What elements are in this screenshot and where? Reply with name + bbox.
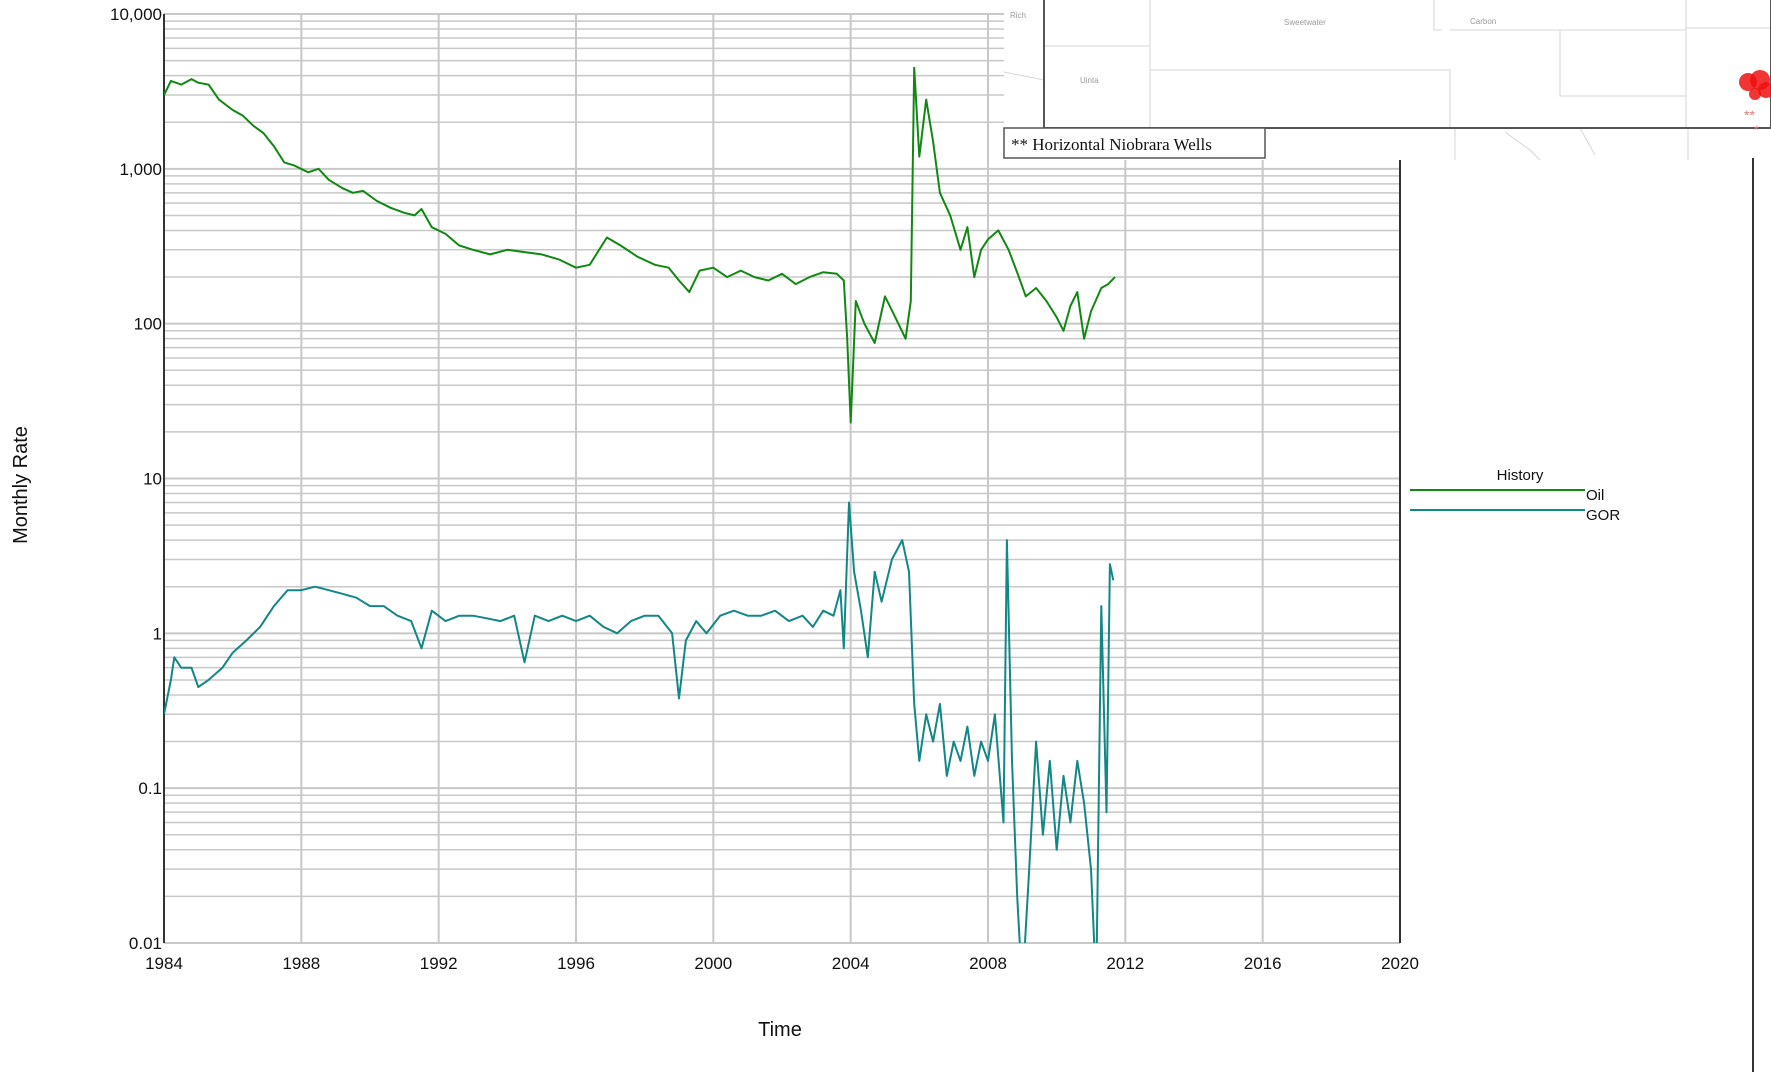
x-axis-title: Time	[758, 1019, 802, 1041]
map-frame	[1043, 0, 1771, 129]
x-tick-label: 2000	[694, 954, 732, 973]
map-caption: ** Horizontal Niobrara Wells	[1011, 135, 1212, 154]
x-tick-label: 2008	[969, 954, 1007, 973]
y-axis-title: Monthly Rate	[10, 426, 32, 544]
y-tick-label: 1	[153, 624, 162, 643]
y-tick-label: 1,000	[119, 160, 162, 179]
map-inset: Rich Sweetwater Carbon Uinta ** * ** Hor…	[1003, 0, 1771, 161]
map-region-sweetwater: Sweetwater	[1284, 18, 1326, 27]
map-county-lines	[1003, 0, 1771, 161]
map-caption-box	[1003, 127, 1266, 159]
legend-label-gor: GOR	[1586, 507, 1620, 524]
y-tick-label: 100	[134, 315, 162, 334]
x-tick-label: 1996	[557, 954, 595, 973]
plot-frame	[163, 14, 1401, 943]
svg-text:**: **	[1744, 107, 1755, 123]
x-tick-label: 1984	[145, 954, 183, 973]
y-tick-label: 10	[143, 470, 162, 489]
svg-text:*: *	[1754, 123, 1759, 137]
legend: History Oil GOR	[1410, 467, 1620, 524]
series-line-oil	[164, 66, 1116, 424]
x-tick-label: 1992	[420, 954, 458, 973]
map-region-rich: Rich	[1010, 11, 1026, 20]
well-markers: ** *	[1739, 70, 1771, 137]
map-region-carbon: Carbon	[1470, 17, 1496, 26]
y-tick-label: 0.01	[129, 934, 162, 953]
map-region-uinta: Uinta	[1080, 76, 1099, 85]
y-tick-label: 10,000	[110, 5, 162, 24]
x-tick-label: 2004	[832, 954, 870, 973]
legend-label-oil: Oil	[1586, 487, 1604, 504]
x-tick-label: 1988	[282, 954, 320, 973]
y-tick-label: 0.1	[138, 779, 162, 798]
legend-title: History	[1497, 467, 1544, 484]
x-tick-label: 2016	[1244, 954, 1282, 973]
series-layer	[164, 66, 1116, 943]
tick-labels: 1984 1988 1992 1996 2000 2004 2008 2012 2016 2020…	[110, 5, 1419, 973]
x-tick-label: 2012	[1106, 954, 1144, 973]
series-line-gor	[164, 501, 1115, 943]
x-tick-label: 2020	[1381, 954, 1419, 973]
